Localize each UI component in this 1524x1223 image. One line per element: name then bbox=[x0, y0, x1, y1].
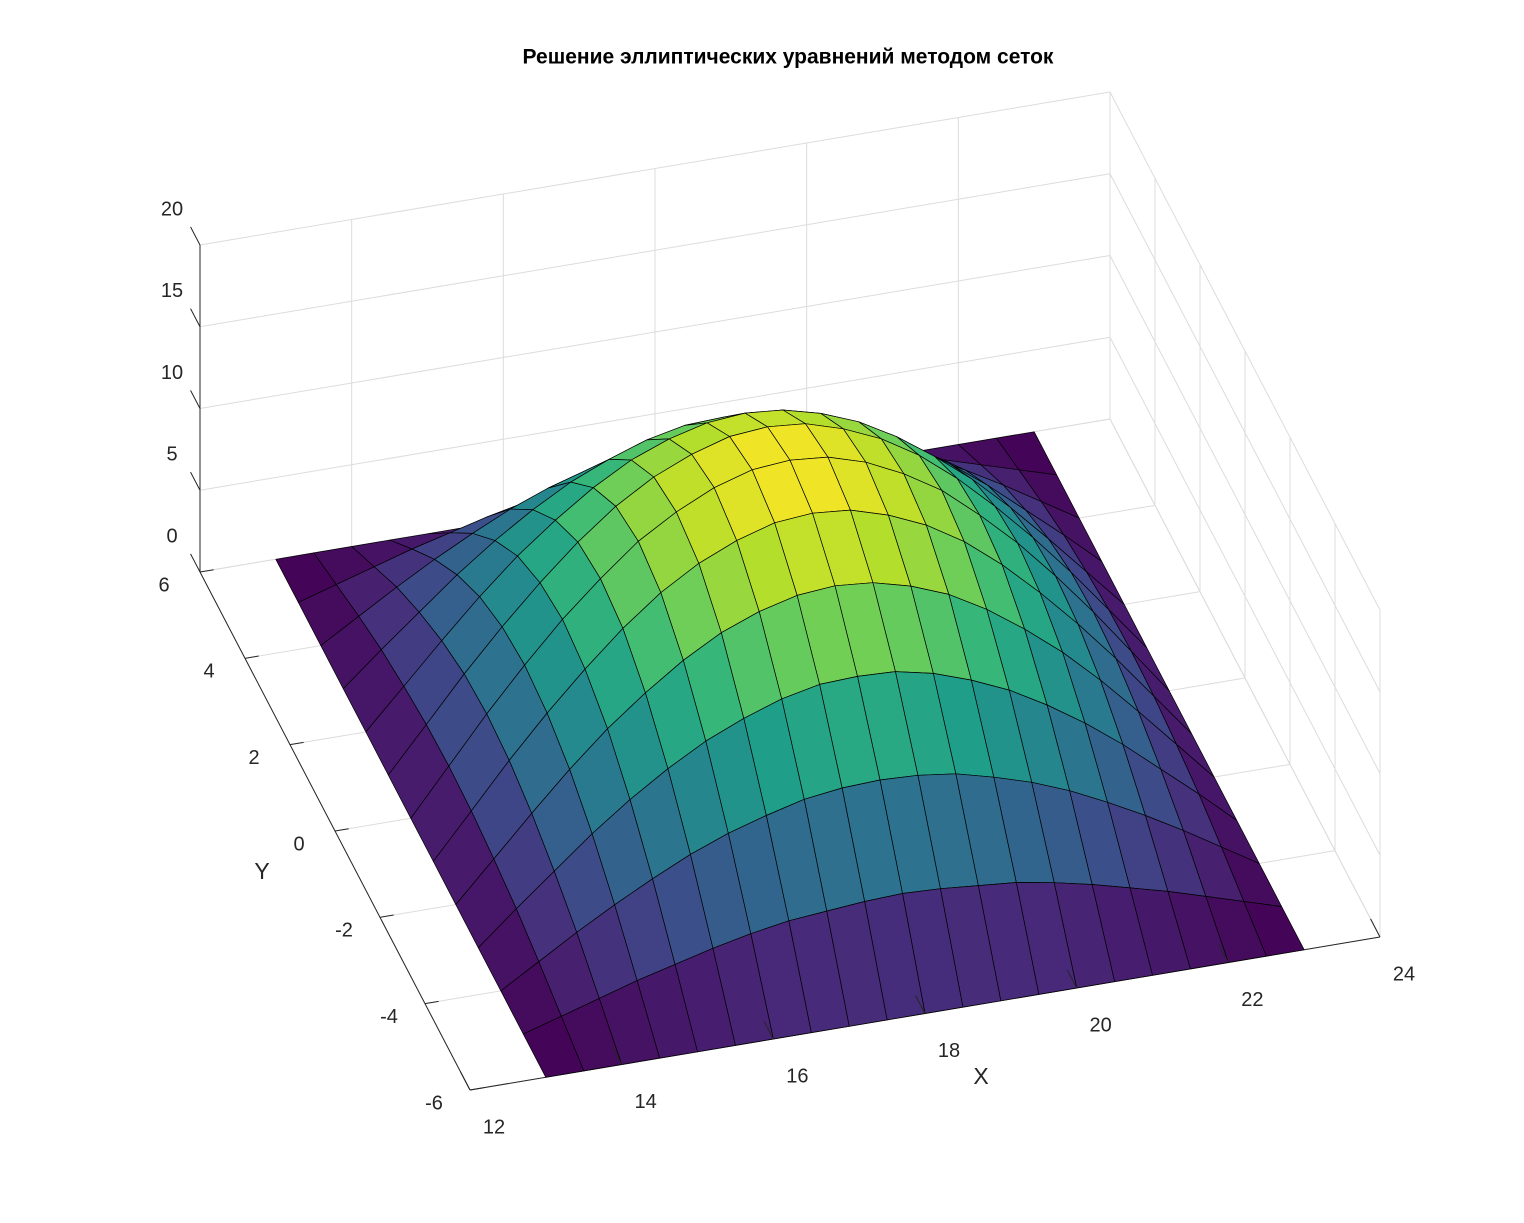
x-tick-label: 16 bbox=[786, 1065, 808, 1087]
y-tick bbox=[379, 914, 394, 918]
chart-title: Решение эллиптических уравнений методом … bbox=[523, 46, 1054, 69]
x-tick-label: 18 bbox=[938, 1040, 960, 1062]
x-tick-label: 24 bbox=[1393, 963, 1415, 985]
z-tick-label: 5 bbox=[166, 444, 177, 466]
x-tick bbox=[1218, 944, 1229, 963]
back-wall-grid-line bbox=[199, 255, 1111, 409]
y-tick bbox=[334, 828, 349, 832]
y-tick bbox=[424, 1000, 439, 1005]
back-wall-grid-line bbox=[199, 91, 1111, 246]
x-tick bbox=[915, 995, 926, 1014]
y-tick-label: -2 bbox=[335, 920, 353, 942]
y-tick-label: 2 bbox=[248, 747, 259, 769]
z-tick bbox=[190, 226, 201, 246]
y-tick bbox=[244, 655, 259, 659]
side-wall-grid-line bbox=[1109, 418, 1381, 938]
x-tick bbox=[460, 1071, 471, 1091]
surface-patch bbox=[522, 1015, 585, 1078]
y-tick bbox=[469, 1087, 484, 1091]
side-wall-grid-line bbox=[1109, 173, 1381, 692]
x-tick-label: 14 bbox=[635, 1091, 657, 1113]
z-tick bbox=[190, 308, 201, 327]
z-tick bbox=[190, 553, 201, 573]
y-tick bbox=[199, 569, 214, 573]
z-tick bbox=[190, 390, 201, 409]
x-tick-label: 22 bbox=[1241, 989, 1263, 1011]
x-tick bbox=[763, 1020, 774, 1040]
side-wall-grid-line bbox=[1109, 255, 1381, 774]
z-tick-label: 20 bbox=[161, 198, 183, 220]
y-tick-label: 0 bbox=[293, 833, 304, 855]
x-axis-title: X bbox=[973, 1063, 988, 1089]
z-tick-label: 0 bbox=[166, 525, 177, 547]
x-tick-label: 20 bbox=[1090, 1014, 1112, 1036]
back-wall-grid-line bbox=[199, 336, 1111, 491]
back-wall-grid-line bbox=[199, 173, 1111, 328]
x-tick bbox=[1066, 969, 1078, 989]
y-axis-title: Y bbox=[254, 858, 269, 884]
y-tick-label: -4 bbox=[380, 1006, 398, 1028]
y-tick bbox=[289, 741, 304, 746]
y-tick-label: -6 bbox=[425, 1092, 443, 1114]
y-tick-label: 4 bbox=[203, 661, 214, 683]
side-wall-grid-line bbox=[1109, 91, 1381, 611]
z-tick-label: 10 bbox=[161, 362, 183, 384]
z-tick bbox=[190, 471, 201, 491]
side-wall-grid-line bbox=[1109, 337, 1381, 856]
z-tick-label: 15 bbox=[161, 280, 183, 302]
y-tick-label: 6 bbox=[158, 574, 169, 596]
x-tick bbox=[1370, 918, 1381, 938]
x-tick-label: 12 bbox=[483, 1116, 505, 1138]
x-tick bbox=[611, 1046, 623, 1065]
